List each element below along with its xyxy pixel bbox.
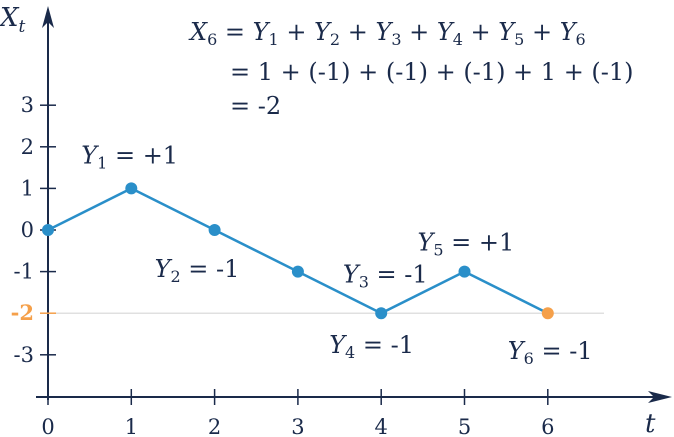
walk-point: [42, 224, 54, 236]
series-walk: [42, 182, 554, 320]
y-axis-arrow-icon: [42, 6, 54, 28]
final-point: [541, 307, 554, 320]
walk-point: [458, 265, 471, 278]
x-tick-label: 4: [375, 415, 388, 437]
step-label-y5: Y5 = +1: [418, 229, 515, 260]
walk-point: [375, 307, 388, 320]
x-tick-label: 6: [541, 415, 554, 437]
y-tick-label: 2: [21, 135, 34, 159]
axes: Xt t: [0, 3, 672, 437]
step-labels: Y1 = +1 Y2 = -1 Y3 = -1 Y4 = -1 Y5 = +1 Y6 = …: [81, 141, 592, 368]
x-tick-label: 1: [125, 415, 138, 437]
step-label-y1: Y1 = +1: [81, 141, 178, 172]
step-label-y6: Y6 = -1: [508, 337, 593, 368]
y-axis-label: Xt: [0, 3, 26, 37]
x-tick-label: 0: [41, 415, 54, 437]
walk-point: [291, 265, 304, 278]
walk-point: [125, 182, 138, 195]
x-tick-label: 5: [458, 415, 471, 437]
x-axis-label: t: [645, 409, 656, 437]
step-label-y4: Y4 = -1: [329, 331, 414, 362]
tick-labels: 3 2 1 0 -1 -2 -3 0 1 2 3 4 5 6: [11, 93, 555, 437]
x-tick-label: 2: [208, 415, 221, 437]
equation: X6 = Y1 + Y2 + Y3 + Y4 + Y5 + Y6 = 1 + (-…: [188, 18, 634, 120]
step-label-y3: Y3 = -1: [343, 261, 428, 292]
x-axis-arrow-icon: [648, 391, 672, 403]
equation-line-2: = 1 + (-1) + (-1) + (-1) + 1 + (-1): [230, 58, 634, 86]
walk-point: [208, 224, 221, 236]
y-tick-label: -2: [11, 300, 34, 325]
equation-line-3: = -2: [230, 92, 281, 120]
step-label-y2: Y2 = -1: [155, 255, 240, 286]
y-tick-label: 1: [21, 176, 34, 200]
equation-line-1: X6 = Y1 + Y2 + Y3 + Y4 + Y5 + Y6: [188, 18, 586, 49]
x-tick-label: 3: [291, 415, 304, 437]
y-tick-label: -1: [14, 260, 34, 284]
y-tick-label: 0: [21, 218, 34, 242]
y-tick-label: -3: [14, 343, 34, 367]
y-tick-label: 3: [21, 93, 34, 117]
